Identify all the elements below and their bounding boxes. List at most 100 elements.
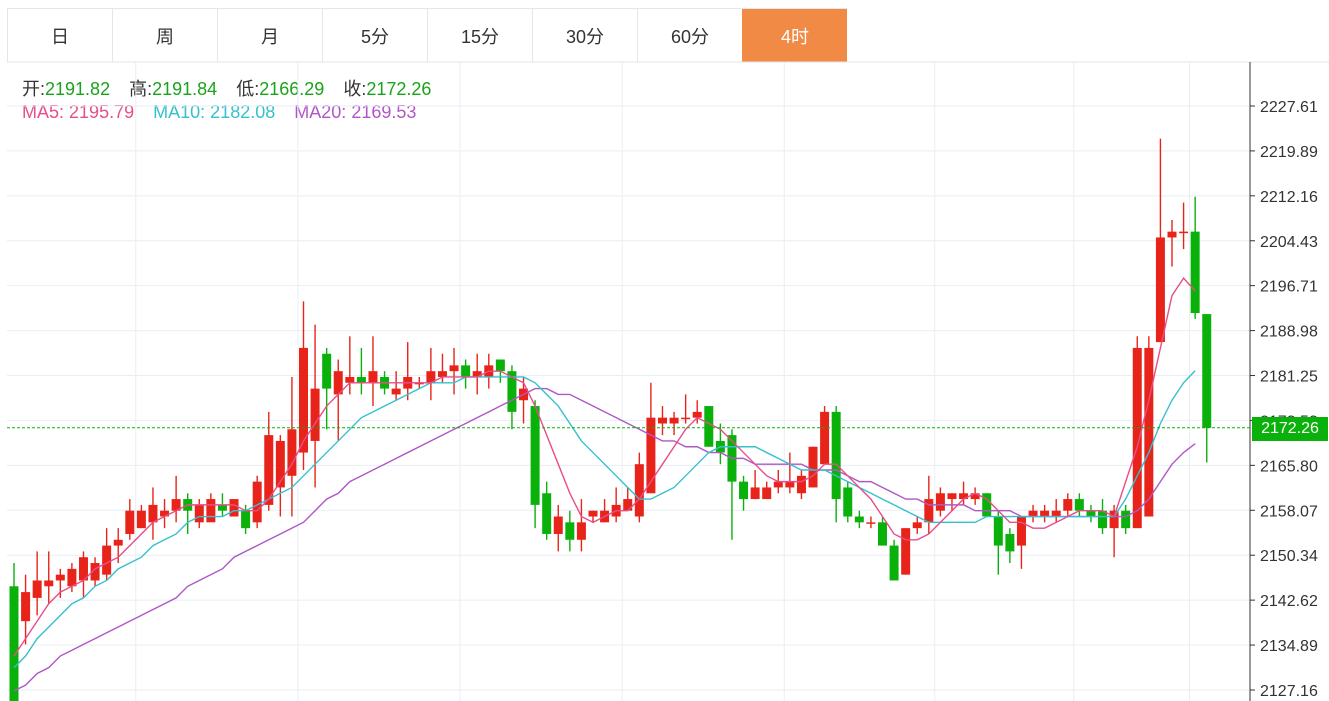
candle-body bbox=[148, 504, 158, 523]
candle-body bbox=[136, 510, 146, 529]
y-tick-label: 2196.71 bbox=[1260, 279, 1318, 296]
candle-body bbox=[194, 504, 204, 523]
y-tick-label: 2150.34 bbox=[1260, 548, 1318, 565]
candle-body bbox=[843, 487, 853, 517]
ohlc-readout: 开:2191.82 高:2191.84 低:2166.29 收:2172.26 bbox=[22, 75, 445, 101]
y-tick-label: 2158.07 bbox=[1260, 503, 1318, 520]
candle-body bbox=[78, 557, 88, 581]
y-tick-label: 2181.25 bbox=[1260, 369, 1318, 386]
candle-body bbox=[1098, 510, 1108, 529]
candle-body bbox=[125, 510, 135, 534]
candle-body bbox=[1028, 510, 1038, 517]
close-label: 收: bbox=[343, 79, 367, 99]
candle-body bbox=[113, 539, 123, 546]
candle-body bbox=[1040, 510, 1050, 517]
low-value: 2166.29 bbox=[259, 79, 325, 99]
candle-body bbox=[854, 516, 864, 523]
y-tick-label: 2219.89 bbox=[1260, 144, 1318, 161]
candle-body bbox=[495, 359, 505, 372]
ma10-label: MA10: bbox=[153, 102, 206, 122]
open-label: 开: bbox=[22, 79, 46, 99]
ma20-value: 2169.53 bbox=[351, 102, 417, 122]
candle-body bbox=[414, 382, 424, 385]
ma-readout: MA5: 2195.79 MA10: 2182.08 MA20: 2169.53 bbox=[22, 102, 430, 123]
y-tick-label: 2165.80 bbox=[1260, 458, 1318, 475]
candle-body bbox=[912, 522, 922, 529]
ma20-label: MA20: bbox=[294, 102, 347, 122]
candle-body bbox=[982, 493, 992, 517]
candle-body bbox=[252, 481, 262, 523]
candle-body bbox=[692, 411, 702, 418]
candle-body bbox=[160, 510, 170, 517]
candle-body bbox=[808, 446, 818, 488]
candle-body bbox=[1121, 510, 1131, 529]
candle-body bbox=[507, 371, 517, 412]
candle-body bbox=[704, 406, 714, 447]
candle-body bbox=[44, 580, 54, 587]
candle-body bbox=[970, 493, 980, 500]
candle-body bbox=[90, 563, 100, 581]
tab-5[interactable]: 30分 bbox=[532, 9, 637, 62]
candle-body bbox=[866, 522, 876, 524]
candle-body bbox=[1167, 231, 1177, 238]
candle-body bbox=[669, 417, 679, 424]
tab-3[interactable]: 5分 bbox=[322, 9, 427, 62]
candle-body bbox=[310, 388, 320, 441]
candle-body bbox=[646, 417, 656, 494]
tab-6[interactable]: 60分 bbox=[637, 9, 742, 62]
open-value: 2191.82 bbox=[45, 79, 111, 99]
y-tick-label: 2134.89 bbox=[1260, 638, 1318, 655]
candle-body bbox=[472, 371, 482, 377]
candle-body bbox=[275, 440, 285, 488]
candle-body bbox=[820, 411, 830, 465]
candle-body bbox=[1086, 510, 1096, 517]
y-tick-label: 2188.98 bbox=[1260, 324, 1318, 341]
candle-body bbox=[889, 545, 899, 581]
candle-body bbox=[681, 417, 691, 420]
candle-body bbox=[217, 504, 227, 511]
y-tick-label: 2142.62 bbox=[1260, 593, 1318, 610]
tab-2[interactable]: 月 bbox=[217, 9, 322, 62]
candle-body bbox=[1202, 314, 1212, 428]
candle-body bbox=[739, 481, 749, 500]
candle-body bbox=[959, 493, 969, 500]
candle-body bbox=[333, 371, 343, 395]
candle-body bbox=[1179, 231, 1189, 234]
tab-4[interactable]: 15分 bbox=[427, 9, 532, 62]
candle-body bbox=[356, 376, 366, 383]
candle-body bbox=[1005, 533, 1015, 552]
candle-body bbox=[762, 487, 772, 500]
y-tick-label: 2227.61 bbox=[1260, 99, 1318, 116]
candle-body bbox=[623, 499, 633, 511]
period-tabs: 日周月 5分 15分 30分 60分 4时 bbox=[7, 8, 847, 62]
candle-body bbox=[171, 499, 181, 511]
ma5-label: MA5: bbox=[22, 102, 65, 122]
y-tick-label: 2204.43 bbox=[1260, 234, 1318, 251]
candle-body bbox=[449, 365, 459, 372]
tab-7[interactable]: 4时 bbox=[742, 9, 847, 62]
candle-body bbox=[1016, 516, 1026, 546]
candle-body bbox=[553, 516, 563, 534]
candle-body bbox=[287, 429, 297, 476]
high-value: 2191.84 bbox=[152, 79, 218, 99]
candle-body bbox=[391, 388, 401, 395]
candle-body bbox=[657, 417, 667, 424]
tab-0[interactable]: 日 bbox=[7, 9, 112, 62]
candle-body bbox=[831, 411, 841, 500]
candle-body bbox=[229, 499, 239, 517]
candle-body bbox=[1132, 347, 1142, 529]
close-value: 2172.26 bbox=[366, 79, 432, 99]
candle-body bbox=[576, 522, 586, 540]
candle-body bbox=[1063, 499, 1073, 511]
ma5-value: 2195.79 bbox=[69, 102, 135, 122]
tab-1[interactable]: 周 bbox=[112, 9, 217, 62]
candle-body bbox=[1051, 510, 1061, 517]
candle-body bbox=[947, 493, 957, 500]
candle-body bbox=[634, 464, 644, 517]
candle-body bbox=[437, 371, 447, 377]
candle-body bbox=[542, 493, 552, 534]
candle-body bbox=[21, 592, 31, 622]
y-tick-label: 2212.16 bbox=[1260, 189, 1318, 206]
candle-body bbox=[1144, 347, 1154, 517]
